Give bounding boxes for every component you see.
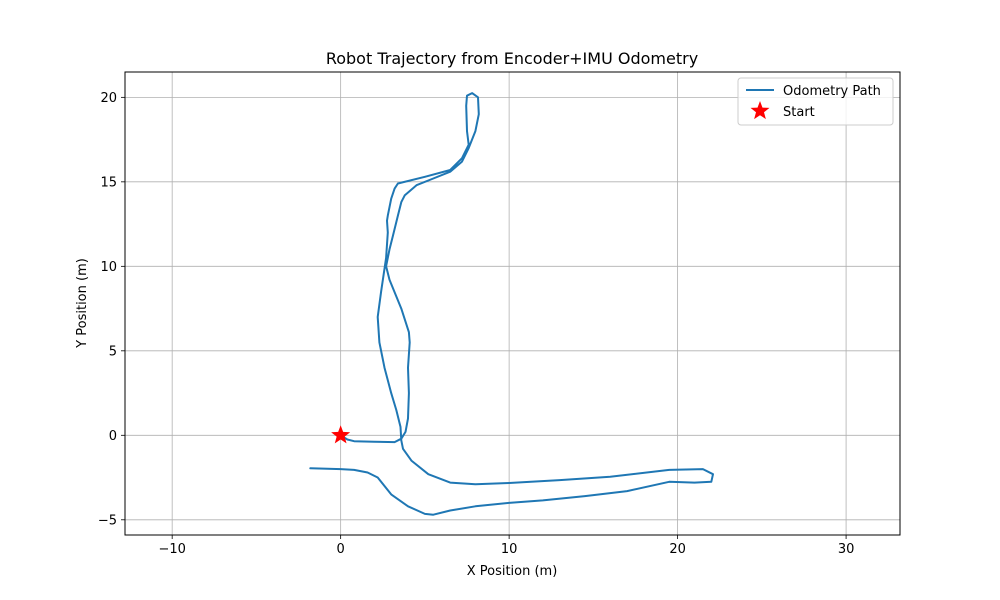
plot-area (125, 72, 900, 535)
y-tick-label: −5 (98, 513, 117, 528)
legend-box (737, 77, 894, 126)
legend-star-icon (750, 101, 770, 120)
series-layer (309, 92, 714, 516)
x-axis-label: X Position (m) (467, 564, 558, 579)
x-tick-label: −10 (158, 542, 185, 557)
start-marker (331, 425, 351, 444)
series-odometry-path (309, 92, 714, 516)
y-tick-label: 10 (100, 260, 117, 275)
x-tick-label: 0 (337, 542, 345, 557)
legend-star-swatch (750, 101, 770, 120)
legend-entry-odometry-path: Odometry Path (783, 84, 881, 99)
y-tick-label: 0 (109, 429, 117, 444)
y-tick-label: 5 (109, 344, 117, 359)
chart-title: Robot Trajectory from Encoder+IMU Odomet… (326, 49, 698, 68)
marker-layer (331, 425, 351, 444)
x-tick-label: 10 (501, 542, 518, 557)
x-tick-label: 30 (838, 542, 855, 557)
y-tick-label: 15 (100, 175, 117, 190)
grid (125, 72, 900, 535)
plot-frame (124, 71, 901, 536)
legend-entry-start: Start (783, 105, 815, 120)
x-axis-ticks: −10 0 10 20 30 (158, 535, 854, 557)
y-axis-ticks: −5 0 5 10 15 20 (98, 91, 125, 528)
legend: Odometry Path Start (737, 77, 894, 126)
y-axis-label: Y Position (m) (75, 258, 90, 349)
y-tick-label: 20 (100, 91, 117, 106)
x-tick-label: 20 (669, 542, 686, 557)
